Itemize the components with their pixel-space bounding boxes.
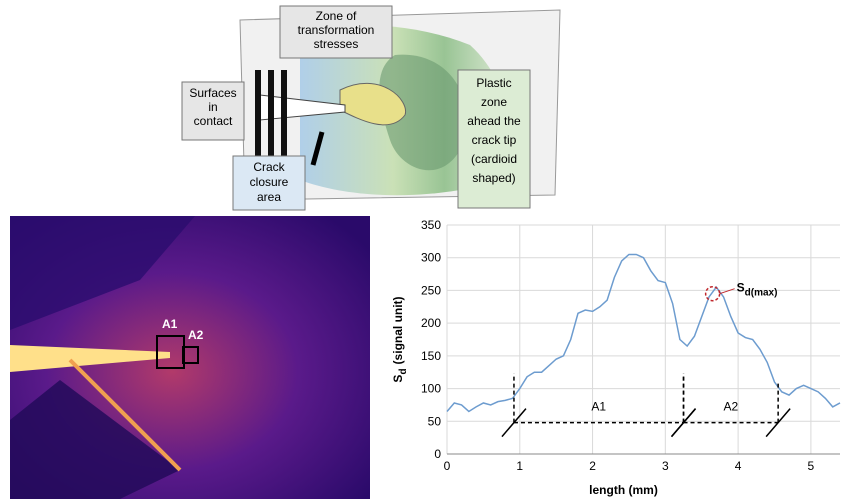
diagram-label: closure	[250, 175, 289, 189]
image-label: A1	[162, 317, 178, 331]
image-shade	[10, 216, 195, 330]
region-label: A1	[591, 400, 606, 414]
y-tick-label: 200	[421, 316, 441, 330]
y-axis-label-unit: (signal unit)	[391, 296, 405, 364]
plastic-box	[457, 69, 531, 209]
arrow	[310, 131, 325, 166]
diagram-label: transformation	[298, 23, 375, 37]
chart-bg	[378, 214, 848, 499]
diagram-label: area	[257, 190, 281, 204]
surfaces-box	[181, 81, 245, 141]
y-tick-label: 50	[428, 414, 442, 428]
y-tick-label: 300	[421, 251, 441, 265]
image-shade	[10, 380, 180, 499]
y-axis-label: Sd (signal unit)	[391, 296, 409, 382]
peak-label: Sd(max)	[737, 281, 778, 299]
region-label: A2	[723, 400, 738, 414]
y-axis-label-main: S	[391, 375, 405, 383]
y-axis-label-sub: d	[398, 368, 409, 374]
x-tick-label: 4	[735, 459, 742, 473]
diagram-label: (cardioid	[471, 152, 517, 166]
peak-label-main: S	[737, 281, 745, 295]
diagram-label: zone	[481, 95, 507, 109]
roi-a2	[182, 346, 199, 364]
y-tick-label: 100	[421, 382, 441, 396]
diagram-label: stresses	[314, 37, 359, 51]
x-tick-label: 5	[808, 459, 815, 473]
diagram-label: Plastic	[476, 76, 511, 90]
diagram-label: Crack	[253, 160, 285, 174]
x-axis-label: length (mm)	[589, 483, 658, 497]
x-tick-label: 3	[662, 459, 669, 473]
diagram-label: crack tip	[472, 133, 517, 147]
diagram-label: shaped)	[472, 171, 515, 185]
peak-leader	[719, 288, 735, 295]
hot-crack	[10, 345, 170, 372]
closure-box	[232, 155, 306, 211]
diagram-label: Zone of	[316, 9, 357, 23]
zone-box	[279, 5, 393, 59]
hot-edge	[68, 358, 182, 472]
y-tick-label: 150	[421, 349, 441, 363]
x-tick-label: 1	[516, 459, 523, 473]
diagram-label: contact	[194, 114, 233, 128]
line	[446, 253, 841, 413]
peak-label-sub: d(max)	[745, 288, 778, 299]
thermal-image	[10, 216, 370, 499]
contact-bars	[255, 70, 287, 180]
x-tick-label: 0	[444, 459, 451, 473]
plastic-zone	[379, 54, 467, 171]
transformation-zone	[339, 82, 407, 126]
diagram-label: in	[208, 100, 217, 114]
diagram-label: ahead the	[467, 114, 521, 128]
image-label: A2	[188, 328, 204, 342]
y-tick-label: 350	[421, 218, 441, 232]
y-tick-label: 0	[434, 447, 441, 461]
diagram	[181, 5, 561, 211]
diagram-label: Surfaces	[189, 86, 236, 100]
x-tick-label: 2	[589, 459, 596, 473]
y-tick-label: 250	[421, 283, 441, 297]
